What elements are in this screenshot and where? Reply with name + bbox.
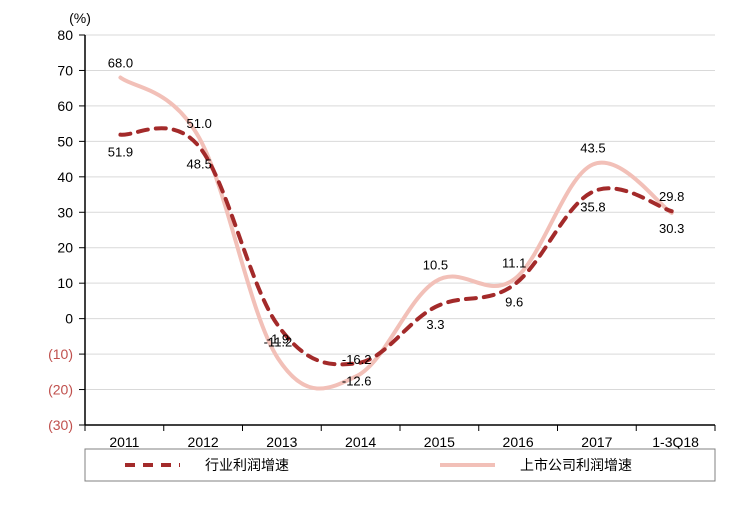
legend-label: 上市公司利润增速: [520, 457, 632, 473]
y-tick-label: 80: [57, 27, 73, 43]
y-tick-label: (20): [48, 382, 73, 398]
data-label: 51.9: [108, 145, 133, 160]
y-tick-label: 0: [65, 311, 73, 327]
y-tick-label: 60: [57, 98, 73, 114]
y-tick-label: (30): [48, 417, 73, 433]
data-label: 30.3: [659, 221, 684, 236]
data-label: 51.0: [187, 116, 212, 131]
data-label: -12.6: [342, 373, 372, 388]
y-tick-label: 10: [57, 275, 73, 291]
y-tick-label: 30: [57, 204, 73, 220]
data-label: 9.6: [505, 295, 523, 310]
y-tick-label: (10): [48, 346, 73, 362]
y-tick-label: 20: [57, 240, 73, 256]
data-label: -11.2: [264, 334, 293, 349]
x-tick-label: 2013: [266, 434, 297, 450]
data-label: 68.0: [108, 56, 133, 71]
data-label: 3.3: [426, 317, 444, 332]
x-tick-label: 2017: [581, 434, 612, 450]
x-tick-label: 2014: [345, 434, 376, 450]
x-tick-label: 2011: [109, 434, 139, 450]
data-label: 10.5: [423, 257, 448, 272]
legend-label: 行业利润增速: [205, 457, 289, 473]
y-tick-label: 40: [57, 169, 73, 185]
y-unit-label: (%): [69, 10, 91, 26]
x-tick-label: 1-3Q18: [652, 434, 699, 450]
data-label: 48.5: [187, 157, 212, 172]
profit-growth-chart: (30) (20) (10) 0 10 20 30 40 50 60 70 80(%) 2011 2012…: [0, 0, 743, 509]
data-label: 35.8: [580, 200, 605, 215]
chart-svg: (30) (20) (10) 0 10 20 30 40 50 60 70 80(%) 2011 2012…: [0, 0, 743, 509]
x-tick-label: 2015: [424, 434, 455, 450]
data-label: 29.8: [659, 189, 684, 204]
x-tick-label: 2016: [503, 434, 534, 450]
x-tick-label: 2012: [188, 434, 219, 450]
data-label: 43.5: [580, 140, 605, 155]
data-label: 11.1: [502, 255, 526, 270]
y-tick-label: 50: [57, 133, 73, 149]
data-label: -16.2: [342, 352, 372, 367]
y-tick-label: 70: [57, 62, 73, 78]
